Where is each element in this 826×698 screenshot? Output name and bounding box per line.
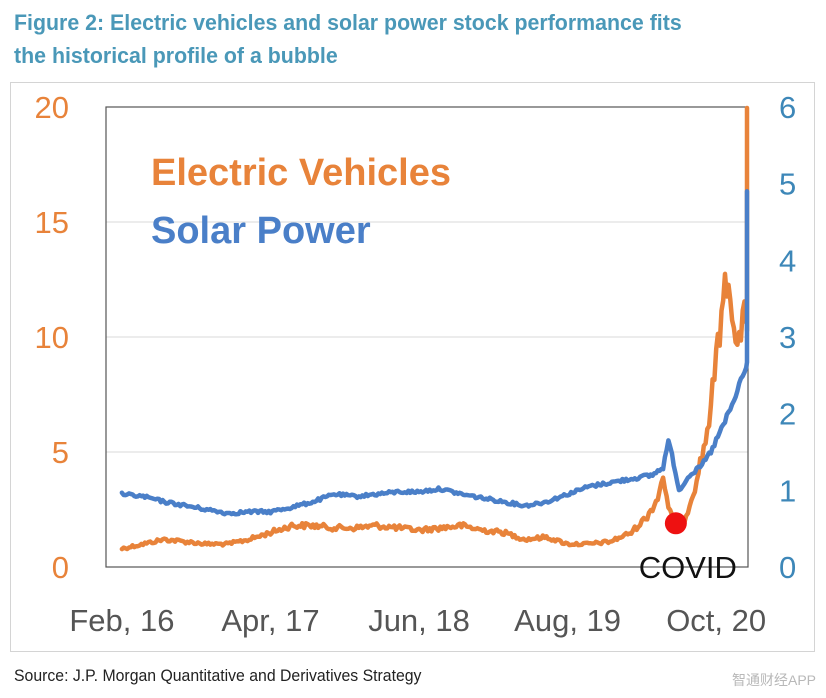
right-y-tick-label: 4: [779, 243, 796, 278]
right-y-tick-label: 5: [779, 167, 796, 202]
right-y-tick-label: 6: [779, 90, 796, 125]
watermark: 智通财经APP: [731, 672, 816, 688]
figure-title-line-1: Figure 2: Electric vehicles and solar po…: [14, 10, 682, 35]
x-tick-label: Aug, 19: [514, 603, 621, 638]
figure-title-line-2: the historical profile of a bubble: [14, 43, 338, 68]
chart-frame: 0 5 10 15 20 0 1 2 3 4 5 6 Feb, 16 Apr, 17 Jun, 18 Au…: [10, 82, 815, 652]
legend-solar-power: Solar Power: [151, 210, 371, 252]
right-y-tick-label: 3: [779, 320, 796, 355]
x-axis: Feb, 16 Apr, 17 Jun, 18 Aug, 19 Oct, 20: [69, 603, 766, 638]
x-tick-label: Jun, 18: [368, 603, 470, 638]
right-y-tick-label: 2: [779, 397, 796, 432]
source-note: Source: J.P. Morgan Quantitative and Der…: [14, 666, 422, 685]
right-y-tick-label: 1: [779, 473, 796, 508]
figure-title: Figure 2: Electric vehicles and solar po…: [14, 6, 780, 72]
legend-electric-vehicles: Electric Vehicles: [151, 152, 451, 194]
covid-annotation-label: COVID: [639, 550, 737, 585]
x-tick-label: Oct, 20: [666, 603, 766, 638]
left-y-tick-label: 20: [35, 90, 69, 125]
x-tick-label: Apr, 17: [221, 603, 319, 638]
right-y-tick-label: 0: [779, 550, 796, 585]
x-tick-label: Feb, 16: [69, 603, 174, 638]
left-y-tick-label: 15: [35, 205, 69, 240]
left-y-tick-label: 5: [52, 435, 69, 470]
left-y-tick-label: 10: [35, 320, 69, 355]
right-y-axis: 0 1 2 3 4 5 6: [779, 90, 796, 585]
chart-svg: 0 5 10 15 20 0 1 2 3 4 5 6 Feb, 16 Apr, 17 Jun, 18 Au…: [35, 90, 797, 638]
left-y-tick-label: 0: [52, 550, 69, 585]
left-y-axis: 0 5 10 15 20: [35, 90, 69, 585]
series-line-solar-power: [119, 189, 750, 517]
covid-marker: [664, 512, 687, 535]
